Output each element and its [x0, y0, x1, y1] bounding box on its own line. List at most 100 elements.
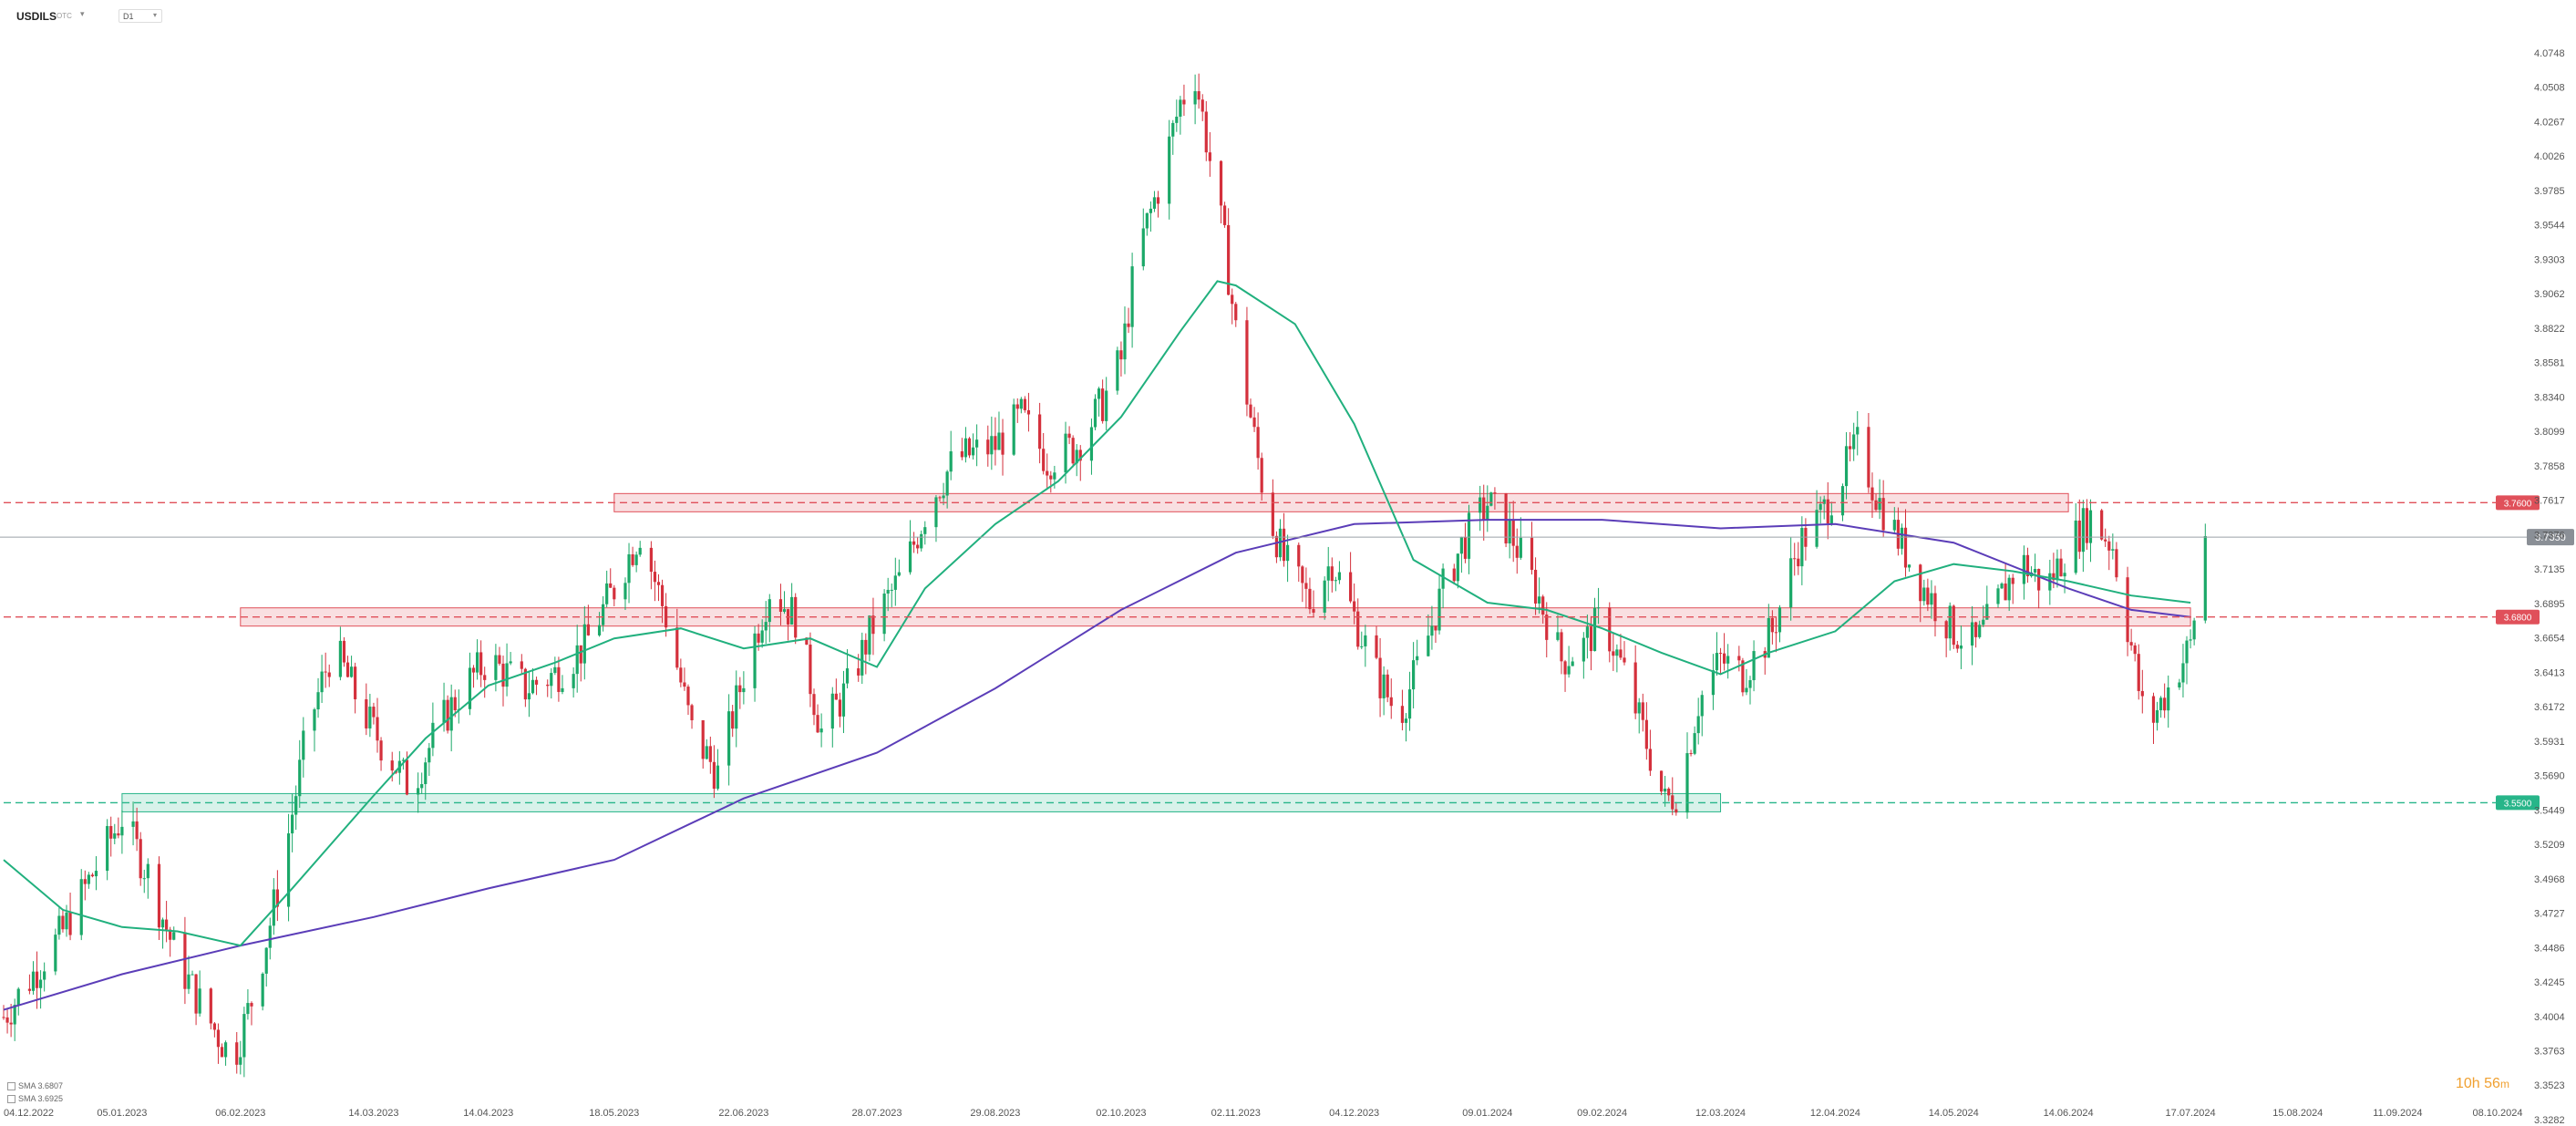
candle-body	[683, 682, 686, 687]
candle-body	[1256, 427, 1260, 459]
y-tick-label: 3.8340	[2534, 392, 2565, 403]
candle-body	[327, 672, 331, 677]
candle-body	[830, 693, 834, 729]
candle-body	[1467, 512, 1471, 559]
candle-body	[239, 1057, 242, 1065]
candle-body	[1089, 427, 1094, 461]
candle-body	[1105, 390, 1108, 421]
candle-body	[1545, 615, 1549, 640]
candle-body	[1075, 449, 1078, 464]
sma-legend-slow[interactable]: SMA 3.6925	[7, 1094, 63, 1104]
candle-body	[2025, 554, 2030, 577]
zones-layer	[121, 492, 2191, 812]
symbol-dropdown-icon[interactable]: ▾	[80, 9, 85, 18]
candle-body	[1285, 544, 1290, 562]
visibility-toggle-icon[interactable]	[7, 1082, 15, 1091]
candle-body	[1745, 687, 1748, 693]
candle-body	[187, 974, 191, 989]
x-tick-label: 18.05.2023	[589, 1108, 639, 1119]
x-tick-label: 08.10.2024	[2472, 1108, 2522, 1119]
y-axis: 4.0748 4.0508 4.0267 4.0026 3.9785 3.9544 3.93…	[2534, 48, 2565, 1126]
level-label-box	[2496, 495, 2540, 511]
x-tick-label: 02.10.2023	[1096, 1108, 1146, 1119]
candle-body	[417, 788, 420, 795]
candle-body	[1001, 432, 1005, 455]
candle-body	[819, 728, 823, 733]
candle-body	[1982, 619, 1985, 625]
candle-body	[727, 711, 731, 766]
candle-body	[1633, 662, 1637, 714]
candle-body	[113, 833, 117, 839]
candle-body	[1659, 770, 1664, 792]
y-tick-label: 3.5690	[2534, 771, 2565, 782]
candle-body	[216, 1029, 221, 1048]
candle-body	[1234, 304, 1238, 321]
candle-body	[809, 644, 812, 695]
visibility-toggle-icon[interactable]	[7, 1095, 15, 1104]
candle-body	[1874, 500, 1878, 511]
current-price-box	[2527, 529, 2574, 546]
candle-body	[2063, 573, 2066, 577]
candle-body	[131, 821, 135, 827]
candle-body	[1793, 558, 1797, 560]
candle-body	[120, 826, 124, 836]
candle-body	[1349, 572, 1353, 602]
candle-body	[1193, 91, 1197, 105]
x-tick-label: 12.03.2024	[1695, 1108, 1746, 1119]
candle-body	[1222, 205, 1227, 225]
candle-body	[942, 495, 945, 499]
candle-body	[561, 687, 564, 692]
x-tick-label: 14.06.2024	[2044, 1108, 2094, 1119]
chart-toolbar: USDILS OTC ▾ D1 ▾	[0, 0, 365, 31]
candle-body	[1297, 544, 1301, 567]
candle-body	[2059, 558, 2063, 577]
candle-body	[405, 759, 409, 795]
candle-body	[1149, 208, 1152, 213]
candle-body	[1312, 609, 1315, 613]
candle-body	[690, 705, 694, 720]
candle-body	[572, 674, 575, 688]
candle-body	[1715, 653, 1719, 671]
candle-body	[1819, 503, 1822, 511]
candle-body	[1116, 350, 1119, 391]
candle-body	[708, 746, 712, 762]
candle-body	[420, 784, 424, 789]
candle-body	[1726, 656, 1730, 664]
candle-body	[146, 863, 149, 879]
y-tick-label: 3.8099	[2534, 427, 2565, 438]
candle-body	[1856, 427, 1860, 435]
timeframe-select[interactable]: D1 ▾	[118, 9, 162, 23]
sma-legend-fast[interactable]: SMA 3.6807	[7, 1081, 63, 1091]
candle-body	[1130, 266, 1134, 327]
y-tick-label: 3.6895	[2534, 599, 2565, 610]
candle-body	[2159, 697, 2163, 710]
candle-body	[1770, 617, 1774, 633]
candle-body	[1463, 537, 1468, 559]
candle-body	[546, 684, 550, 687]
candle-body	[971, 447, 975, 456]
candle-body	[1515, 545, 1519, 558]
candle-body	[302, 730, 305, 760]
y-tick-label: 3.9062	[2534, 289, 2565, 300]
level-label-box	[2496, 795, 2540, 811]
level-label: 3.7600	[2504, 499, 2532, 509]
candle-body	[2004, 584, 2007, 601]
candle-body	[701, 719, 705, 759]
y-tick-label: 4.0267	[2534, 117, 2565, 128]
candle-body	[2077, 520, 2081, 553]
candle-body	[2181, 663, 2185, 683]
candle-body	[94, 871, 98, 877]
candle-body	[2151, 696, 2156, 723]
candle-body	[893, 575, 897, 590]
candle-body	[1664, 788, 1667, 792]
candle-body	[2104, 539, 2107, 542]
candle-body	[1571, 661, 1574, 666]
candle-body	[1356, 611, 1360, 647]
candle-body	[453, 697, 457, 711]
current-price-label: 3.7359	[2535, 532, 2566, 543]
candle-body	[841, 683, 846, 717]
x-tick-label: 09.02.2024	[1577, 1108, 1627, 1119]
symbol-label[interactable]: USDILS	[16, 10, 57, 23]
candle-body	[209, 988, 212, 1024]
